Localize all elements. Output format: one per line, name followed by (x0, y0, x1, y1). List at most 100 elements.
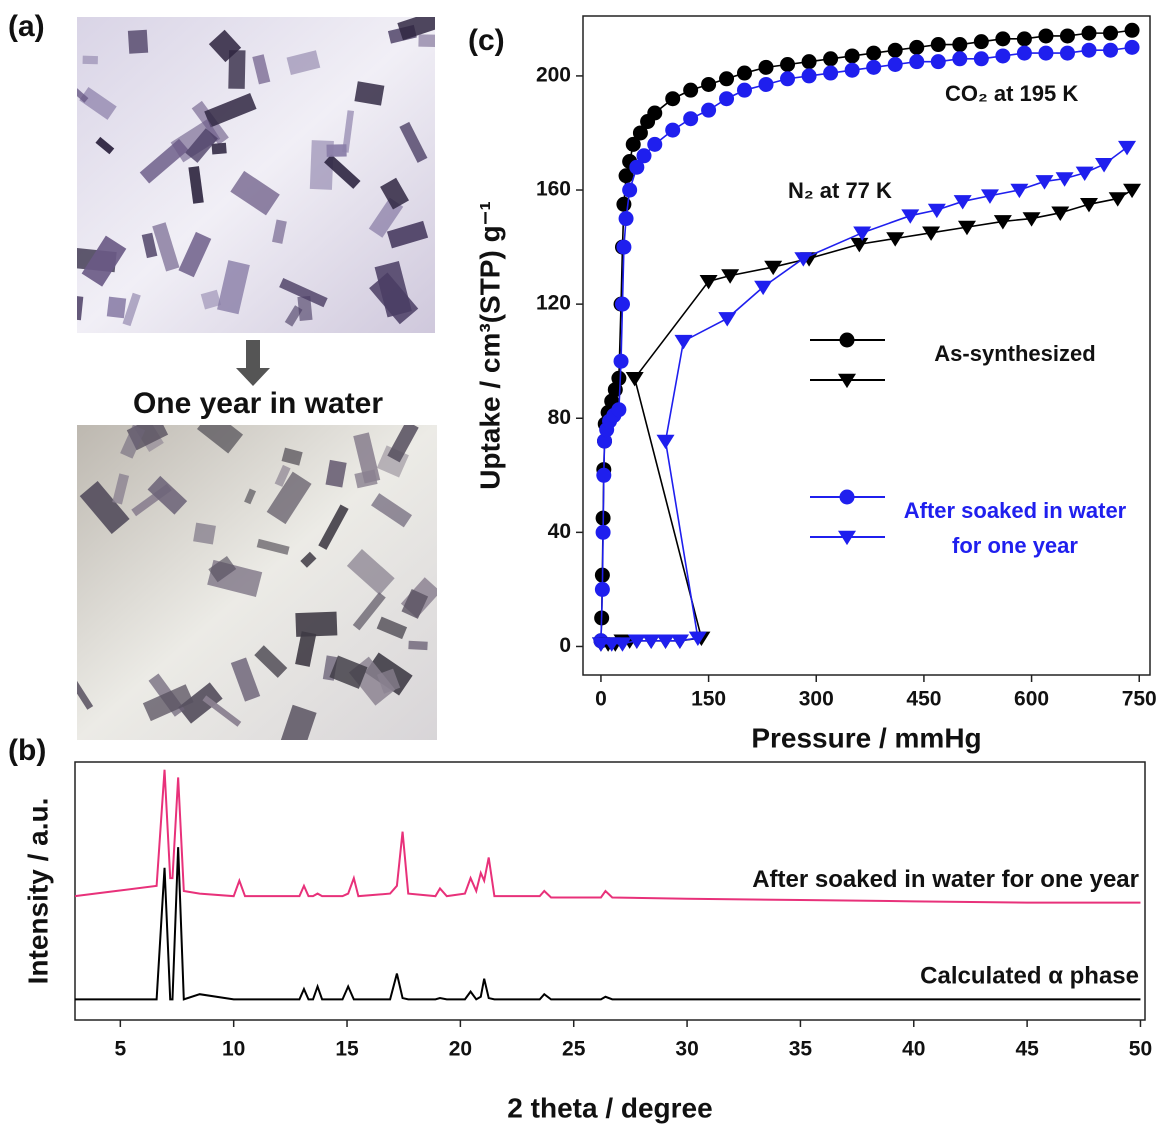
legend-box: As-synthesized (934, 341, 1095, 366)
crystal (401, 588, 429, 619)
crystal (197, 425, 244, 454)
marker (688, 631, 707, 647)
marker (1103, 25, 1119, 41)
crystal (228, 50, 246, 89)
panel-label: (b) (8, 734, 46, 767)
plot-frame (74, 761, 1146, 1021)
marker (736, 82, 752, 98)
x-tick-label: 450 (906, 688, 941, 711)
y-tick-label: 200 (536, 63, 571, 86)
marker (721, 269, 740, 284)
crystal (318, 504, 349, 550)
marker (927, 203, 946, 219)
series-line (75, 847, 1141, 1001)
crystal (77, 295, 84, 321)
crystal (286, 50, 321, 75)
marker (922, 226, 941, 241)
photo-crystals (77, 425, 437, 740)
crystal (178, 682, 223, 724)
crystal (324, 154, 361, 189)
x-tick-label: 600 (1014, 688, 1049, 711)
crystal (329, 655, 368, 689)
marker (594, 581, 610, 597)
y-tick-label: 160 (536, 178, 571, 201)
crystal (152, 222, 180, 272)
marker (595, 524, 611, 540)
marker (719, 91, 735, 107)
marker (838, 373, 856, 389)
crystal (380, 177, 410, 210)
marker (909, 54, 925, 70)
marker (1075, 166, 1094, 182)
marker (844, 48, 860, 64)
marker (754, 280, 773, 296)
marker (866, 59, 882, 75)
crystal (274, 464, 291, 487)
crystal (230, 657, 261, 702)
marker (613, 637, 632, 652)
marker (1016, 45, 1032, 61)
marker (1010, 183, 1029, 199)
marker (887, 56, 903, 72)
crystal (202, 695, 242, 727)
crystal (139, 138, 189, 184)
marker (995, 31, 1011, 47)
crystal (371, 493, 412, 528)
x-tick-label: 10 (222, 1038, 245, 1061)
photo-crystals (77, 17, 435, 327)
crystal (204, 92, 257, 128)
marker (901, 209, 920, 224)
marker (1059, 28, 1075, 44)
marker (930, 37, 946, 53)
marker (701, 102, 717, 118)
marker (1124, 22, 1140, 38)
crystal (147, 475, 188, 515)
marker (780, 56, 796, 72)
crystal (325, 459, 347, 488)
crystal (208, 29, 242, 63)
marker (632, 125, 648, 141)
marker (1055, 172, 1074, 187)
x-tick-label: 0 (595, 688, 607, 711)
crystal (256, 538, 290, 555)
marker (952, 51, 968, 67)
x-tick-label: 45 (1015, 1038, 1039, 1061)
crystal (284, 305, 303, 327)
marker (665, 122, 681, 138)
marker (887, 42, 903, 58)
crystal (217, 260, 250, 315)
y-tick-label: 40 (548, 520, 571, 543)
marker (614, 296, 630, 312)
crystal (300, 551, 317, 568)
x-tick-label: 15 (335, 1038, 359, 1061)
marker (930, 54, 946, 70)
marker (838, 530, 856, 546)
arrow (236, 340, 270, 386)
marker (611, 370, 627, 386)
crystal (252, 54, 271, 85)
marker (980, 189, 999, 204)
x-tick-label: 150 (691, 688, 726, 711)
marker (683, 111, 699, 127)
crystal (122, 292, 141, 327)
marker (844, 62, 860, 78)
crystal (95, 136, 115, 155)
marker (596, 467, 612, 483)
marker (597, 433, 613, 449)
crystal (185, 128, 218, 163)
marker (801, 68, 817, 84)
marker (853, 226, 872, 241)
crystal (376, 668, 401, 694)
marker (618, 168, 634, 184)
marker (683, 82, 699, 98)
marker (758, 76, 774, 92)
marker (647, 136, 663, 152)
panel-label: (a) (8, 10, 45, 43)
marker (1103, 42, 1119, 58)
x-axis-label: Pressure / mmHg (751, 722, 981, 753)
crystal (81, 235, 127, 287)
marker (618, 211, 634, 227)
legend-label: After soaked in water for one year (903, 498, 1127, 558)
marker (636, 148, 652, 164)
crystal (77, 88, 89, 103)
